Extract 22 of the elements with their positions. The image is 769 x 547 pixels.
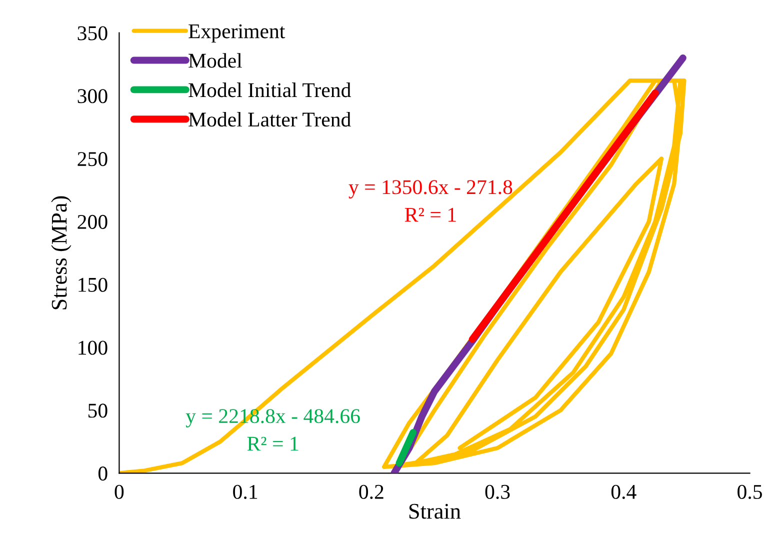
legend-label: Model Initial Trend [188, 82, 351, 98]
x-tick-label: 0.5 [738, 484, 762, 500]
y-axis-title: Stress (MPa) [51, 196, 72, 310]
y-tick-label: 300 [78, 89, 108, 104]
legend-label: Model [188, 53, 242, 68]
x-tick-label: 0.1 [233, 484, 258, 500]
x-tick-label: 0 [114, 484, 124, 499]
x-axis-title: Strain [409, 504, 461, 519]
x-tick-label: 0.4 [611, 484, 636, 500]
legend-label: Model Latter Trend [188, 112, 351, 127]
y-tick-label: 150 [78, 278, 108, 292]
y-tick-label: 0 [98, 466, 108, 481]
legend-label: Experiment [188, 24, 286, 43]
annotation: y = 1350.6x - 271.8 R² = 1 [348, 180, 512, 222]
x-tick-label: 0.2 [359, 484, 384, 500]
y-tick-label: 100 [78, 340, 108, 355]
y-tick-label: 200 [78, 214, 108, 229]
line-series [119, 78, 686, 474]
y-tick-label: 250 [78, 152, 108, 166]
x-tick-label: 0.3 [485, 484, 510, 500]
y-tick-label: 350 [78, 26, 108, 40]
y-tick-label: 50 [88, 404, 108, 418]
